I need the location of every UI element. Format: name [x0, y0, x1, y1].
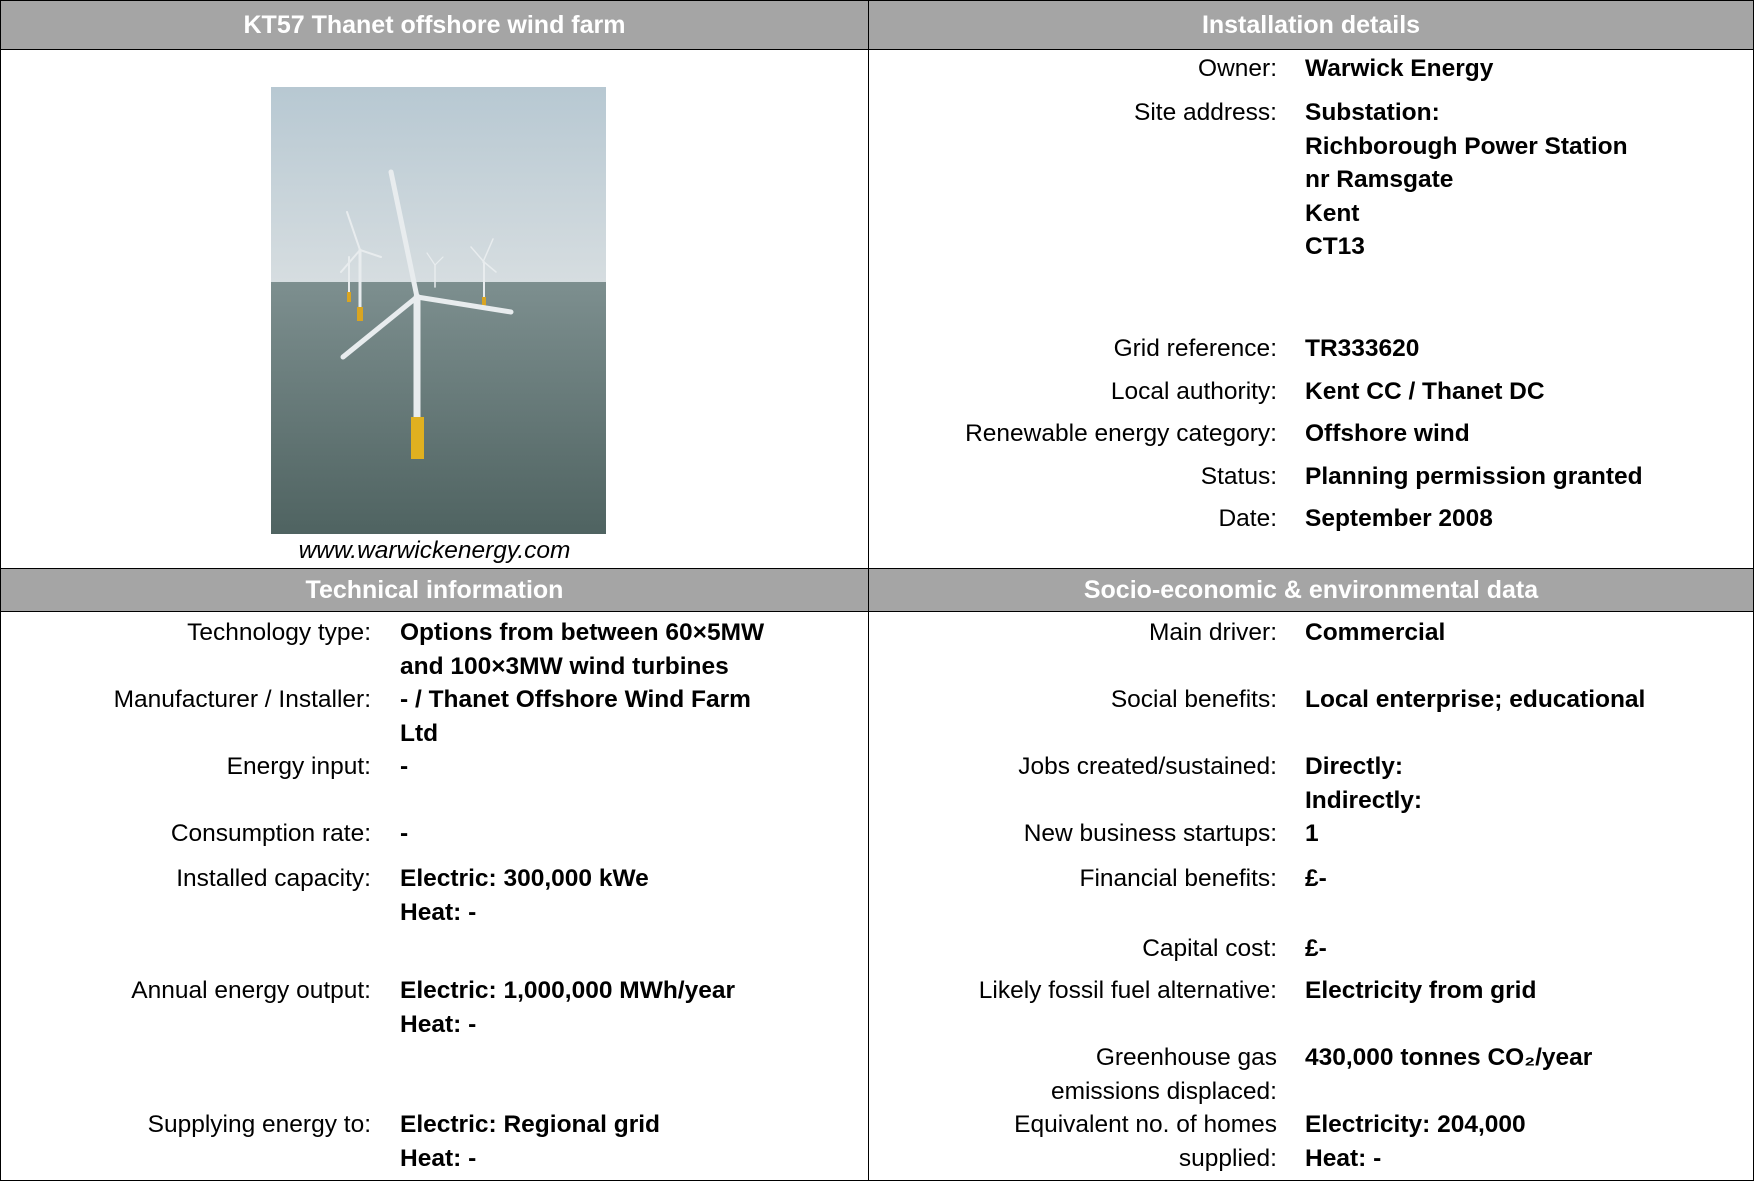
field-value: Electric: Regional grid: [400, 1108, 660, 1142]
field-value: Planning permission granted: [1305, 460, 1643, 494]
field-label: Jobs created/sustained:: [1018, 750, 1277, 784]
field-value: -: [400, 817, 408, 851]
field-value: CT13: [1305, 230, 1365, 264]
field-label: supplied:: [1179, 1142, 1277, 1176]
field-label: Energy input:: [227, 750, 371, 784]
field-value: Electricity: 204,000: [1305, 1108, 1526, 1142]
field-value: Offshore wind: [1305, 417, 1470, 451]
field-value: Ltd: [400, 717, 438, 751]
field-value: 430,000 tonnes CO₂/year: [1305, 1041, 1592, 1075]
field-label: Site address:: [1134, 96, 1277, 130]
section-header: Installation details: [868, 0, 1754, 50]
header-title: KT57 Thanet offshore wind farm: [0, 0, 869, 50]
field-label: Likely fossil fuel alternative:: [979, 974, 1277, 1008]
field-label: Consumption rate:: [171, 817, 371, 851]
field-value: September 2008: [1305, 502, 1493, 536]
field-label: Renewable energy category:: [965, 417, 1277, 451]
field-value: Kent: [1305, 197, 1359, 231]
field-label: emissions displaced:: [1051, 1075, 1277, 1109]
field-value: £-: [1305, 932, 1327, 966]
field-value: TR333620: [1305, 332, 1419, 366]
field-value: nr Ramsgate: [1305, 163, 1453, 197]
field-value: Richborough Power Station: [1305, 130, 1628, 164]
field-value: Commercial: [1305, 616, 1445, 650]
field-value: Heat: -: [400, 896, 476, 930]
section-header: Socio-economic & environmental data: [868, 568, 1754, 612]
field-value: and 100×3MW wind turbines: [400, 650, 729, 684]
field-value: Heat: -: [1305, 1142, 1381, 1176]
field-value: Substation:: [1305, 96, 1440, 130]
field-value: Electric: 300,000 kWe: [400, 862, 649, 896]
field-value: - / Thanet Offshore Wind Farm: [400, 683, 751, 717]
field-label: Annual energy output:: [131, 974, 371, 1008]
field-value: -: [400, 750, 408, 784]
field-label: Supplying energy to:: [148, 1108, 371, 1142]
field-label: Installed capacity:: [176, 862, 371, 896]
field-label: Technology type:: [187, 616, 371, 650]
field-value: Heat: -: [400, 1142, 476, 1176]
field-value: Heat: -: [400, 1008, 476, 1042]
field-label: Capital cost:: [1142, 932, 1277, 966]
field-label: Date:: [1218, 502, 1277, 536]
photo-caption: www.warwickenergy.com: [0, 534, 869, 568]
field-value: Local enterprise; educational: [1305, 683, 1645, 717]
page: KT57 Thanet offshore wind farm Installat…: [0, 0, 1754, 1172]
field-label: Social benefits:: [1111, 683, 1277, 717]
section-header: Technical information: [0, 568, 869, 612]
field-label: New business startups:: [1024, 817, 1277, 851]
field-label: Grid reference:: [1114, 332, 1277, 366]
field-label: Local authority:: [1111, 375, 1277, 409]
field-label: Manufacturer / Installer:: [114, 683, 371, 717]
field-value: Options from between 60×5MW: [400, 616, 764, 650]
field-value: Directly:: [1305, 750, 1403, 784]
field-label: Owner:: [1198, 52, 1277, 86]
wind-farm-photo: [271, 87, 606, 534]
field-value: Indirectly:: [1305, 784, 1422, 818]
field-label: Greenhouse gas: [1096, 1041, 1277, 1075]
field-value: Kent CC / Thanet DC: [1305, 375, 1545, 409]
field-value: £-: [1305, 862, 1327, 896]
field-value: Electric: 1,000,000 MWh/year: [400, 974, 735, 1008]
field-value: Electricity from grid: [1305, 974, 1536, 1008]
field-label: Equivalent no. of homes: [1014, 1108, 1277, 1142]
field-label: Status:: [1201, 460, 1277, 494]
field-value: 1: [1305, 817, 1319, 851]
field-value: Warwick Energy: [1305, 52, 1493, 86]
field-label: Main driver:: [1149, 616, 1277, 650]
field-label: Financial benefits:: [1080, 862, 1277, 896]
